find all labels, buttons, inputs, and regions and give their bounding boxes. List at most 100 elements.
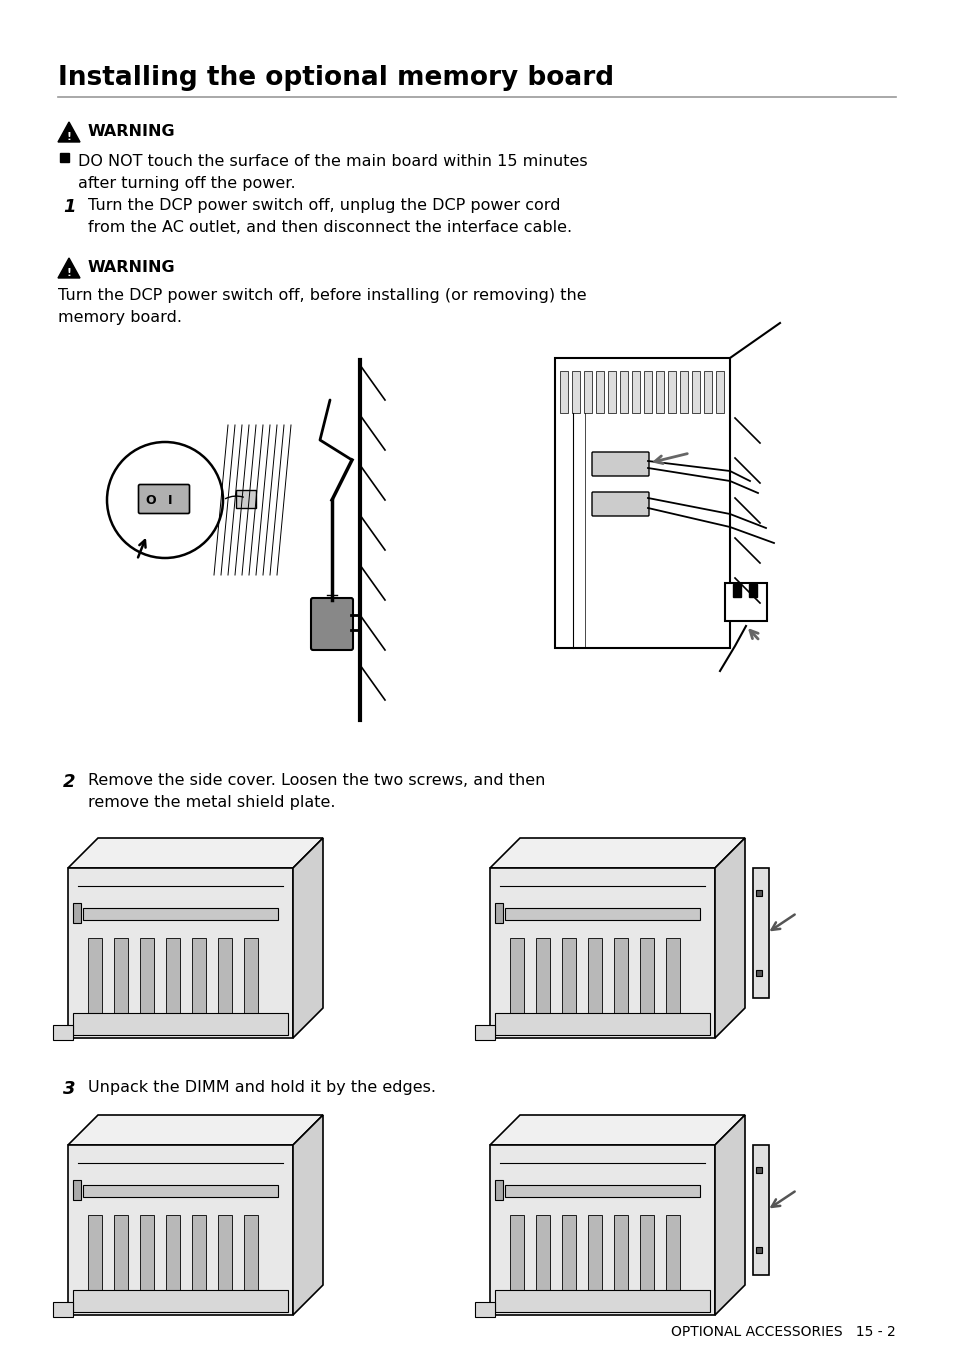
Polygon shape — [490, 868, 714, 1038]
Bar — [561, 1215, 576, 1295]
Bar — [639, 938, 654, 1018]
Bar — [656, 370, 663, 412]
FancyBboxPatch shape — [592, 492, 648, 516]
Text: Installing the optional memory board: Installing the optional memory board — [58, 65, 614, 91]
Polygon shape — [490, 1145, 714, 1315]
Text: I: I — [168, 493, 172, 507]
Bar — [504, 1184, 700, 1197]
Bar — [614, 938, 627, 1018]
Bar — [559, 370, 567, 412]
Text: O: O — [146, 493, 156, 507]
FancyBboxPatch shape — [311, 598, 353, 650]
Polygon shape — [58, 122, 80, 142]
Bar — [639, 1215, 654, 1295]
Bar — [614, 1215, 627, 1295]
Bar — [73, 1180, 81, 1201]
Bar — [495, 903, 502, 923]
Bar — [192, 1215, 206, 1295]
Text: WARNING: WARNING — [88, 260, 175, 274]
Bar — [716, 370, 723, 412]
Bar — [679, 370, 687, 412]
Bar — [166, 1215, 180, 1295]
Bar — [667, 370, 676, 412]
Text: 1: 1 — [63, 197, 75, 216]
Bar — [587, 1215, 601, 1295]
Text: 3: 3 — [63, 1080, 75, 1098]
Bar — [73, 903, 81, 923]
Bar — [218, 938, 232, 1018]
Bar — [510, 1215, 523, 1295]
Bar — [607, 370, 616, 412]
Text: Turn the DCP power switch off, unplug the DCP power cord
from the AC outlet, and: Turn the DCP power switch off, unplug th… — [88, 197, 572, 235]
Bar — [475, 1025, 495, 1040]
Bar — [752, 1145, 768, 1275]
Text: OPTIONAL ACCESSORIES   15 - 2: OPTIONAL ACCESSORIES 15 - 2 — [671, 1325, 895, 1338]
Bar — [752, 868, 768, 998]
Bar — [218, 1215, 232, 1295]
Bar — [643, 370, 651, 412]
Bar — [244, 938, 257, 1018]
Bar — [555, 358, 729, 648]
Text: DO NOT touch the surface of the main board within 15 minutes
after turning off t: DO NOT touch the surface of the main boa… — [78, 154, 587, 191]
Bar — [510, 938, 523, 1018]
Bar — [536, 1215, 550, 1295]
Bar — [53, 1025, 73, 1040]
Bar — [495, 1180, 502, 1201]
Bar — [703, 370, 711, 412]
Polygon shape — [490, 1115, 744, 1145]
Bar — [73, 1013, 288, 1036]
Bar — [53, 1302, 73, 1317]
Text: Unpack the DIMM and hold it by the edges.: Unpack the DIMM and hold it by the edges… — [88, 1080, 436, 1095]
Bar — [596, 370, 603, 412]
Bar — [724, 583, 766, 621]
Bar — [60, 153, 69, 162]
Bar — [583, 370, 592, 412]
Bar — [691, 370, 700, 412]
Bar — [113, 1215, 128, 1295]
Bar — [561, 938, 576, 1018]
Bar — [665, 938, 679, 1018]
Bar — [83, 909, 277, 919]
Polygon shape — [293, 838, 323, 1038]
Bar — [83, 1184, 277, 1197]
Bar — [495, 1013, 709, 1036]
Bar — [631, 370, 639, 412]
Bar — [88, 1215, 102, 1295]
Polygon shape — [714, 838, 744, 1038]
Polygon shape — [714, 1115, 744, 1315]
Polygon shape — [68, 1145, 293, 1315]
Bar — [88, 938, 102, 1018]
Text: WARNING: WARNING — [88, 124, 175, 139]
Bar — [73, 1290, 288, 1311]
Bar — [665, 1215, 679, 1295]
FancyBboxPatch shape — [592, 452, 648, 476]
Polygon shape — [293, 1115, 323, 1315]
Bar — [192, 938, 206, 1018]
Polygon shape — [68, 838, 323, 868]
Bar — [504, 909, 700, 919]
Text: Remove the side cover. Loosen the two screws, and then
remove the metal shield p: Remove the side cover. Loosen the two sc… — [88, 773, 545, 810]
Polygon shape — [68, 1115, 323, 1145]
Bar — [140, 1215, 153, 1295]
Bar — [475, 1302, 495, 1317]
Polygon shape — [58, 258, 80, 279]
Bar — [619, 370, 627, 412]
Bar — [166, 938, 180, 1018]
Bar — [113, 938, 128, 1018]
Polygon shape — [68, 868, 293, 1038]
FancyBboxPatch shape — [138, 484, 190, 514]
Bar — [140, 938, 153, 1018]
Bar — [748, 584, 757, 598]
Bar — [587, 938, 601, 1018]
Text: !: ! — [67, 268, 71, 279]
Bar — [235, 489, 255, 508]
Bar — [244, 1215, 257, 1295]
Text: 2: 2 — [63, 773, 75, 791]
Bar — [495, 1290, 709, 1311]
Text: Turn the DCP power switch off, before installing (or removing) the
memory board.: Turn the DCP power switch off, before in… — [58, 288, 586, 324]
Polygon shape — [490, 838, 744, 868]
Bar — [536, 938, 550, 1018]
Text: !: ! — [67, 132, 71, 142]
Bar — [732, 584, 740, 598]
Bar — [572, 370, 579, 412]
